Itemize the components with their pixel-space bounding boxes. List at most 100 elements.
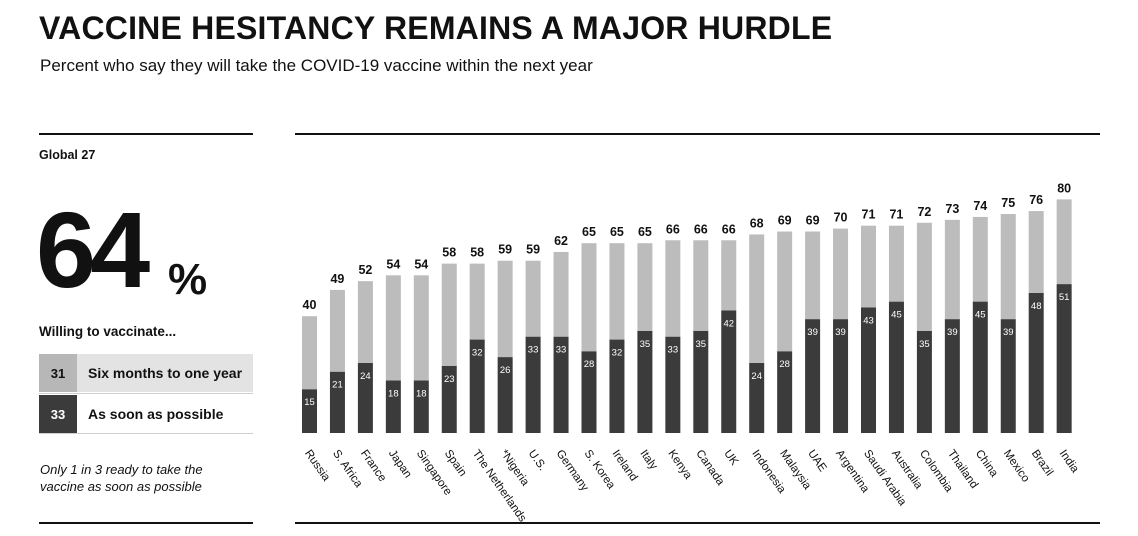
data-label-total-thailand: 73 — [945, 202, 959, 216]
bar-asap-nigeria — [497, 357, 513, 433]
data-label-total-ireland: 65 — [610, 225, 624, 239]
side-panel-bottom-rule — [39, 522, 253, 524]
data-label-total-the-netherlands: 58 — [470, 246, 484, 260]
data-label-asap-france: 24 — [360, 371, 371, 382]
bar-six-months-colombia — [916, 222, 932, 331]
category-label-mexico: Mexico — [1001, 448, 1032, 485]
data-label-asap-australia: 45 — [891, 310, 902, 321]
side-panel-top-rule — [39, 133, 253, 135]
global-percent-value: 64 — [36, 189, 150, 310]
category-label-ireland: Ireland — [609, 448, 639, 484]
data-label-asap-uk: 42 — [723, 318, 734, 329]
chart-title: VACCINE HESITANCY REMAINS A MAJOR HURDLE — [39, 10, 833, 46]
bar-six-months-u-s — [525, 260, 541, 337]
data-label-asap-germany: 33 — [556, 345, 567, 356]
data-label-asap-indonesia: 24 — [751, 371, 762, 382]
data-label-total-mexico: 75 — [1001, 196, 1015, 210]
data-label-asap-singapore: 18 — [416, 388, 427, 399]
bar-six-months-japan — [385, 275, 401, 381]
bar-six-months-china — [972, 216, 988, 302]
data-label-asap-s-korea: 28 — [584, 359, 595, 370]
bar-six-months-indonesia — [749, 234, 765, 363]
data-label-total-saudi-arabia: 71 — [862, 208, 876, 222]
data-label-asap-russia: 15 — [304, 397, 315, 408]
category-label-spain: Spain — [442, 448, 469, 479]
data-label-asap-colombia: 35 — [919, 339, 930, 350]
legend-divider — [39, 393, 253, 394]
bar-asap-russia — [302, 389, 317, 433]
legend-swatch-asap: 33 — [39, 395, 77, 433]
bar-six-months-india — [1056, 199, 1072, 285]
bar-six-months-spain — [441, 263, 457, 366]
bar-asap-mexico — [1000, 319, 1016, 433]
data-label-total-japan: 54 — [386, 257, 400, 271]
legend-label-asap: As soon as possible — [88, 406, 224, 422]
category-label-india: India — [1057, 448, 1081, 476]
bar-asap-thailand — [944, 319, 960, 433]
data-label-asap-s-africa: 21 — [332, 380, 343, 391]
data-label-total-australia: 71 — [889, 208, 903, 222]
category-label-u-s: U.S. — [526, 448, 549, 473]
bar-asap-germany — [553, 336, 569, 433]
legend-label-six-months: Six months to one year — [88, 365, 243, 381]
chart-subtitle: Percent who say they will take the COVID… — [40, 56, 593, 75]
data-label-total-canada: 66 — [694, 222, 708, 236]
bar-asap-singapore — [413, 380, 429, 433]
data-label-asap-italy: 35 — [640, 339, 651, 350]
bar-six-months-thailand — [944, 219, 960, 320]
bar-six-months-singapore — [413, 275, 429, 381]
data-label-asap-kenya: 33 — [668, 345, 679, 356]
data-label-total-france: 52 — [358, 263, 372, 277]
bar-six-months-the-netherlands — [469, 263, 485, 340]
bar-six-months-ireland — [609, 243, 625, 340]
bar-asap-ireland — [609, 339, 625, 433]
bar-asap-kenya — [665, 336, 681, 433]
category-label-the-netherlands: The Netherlands — [470, 448, 529, 525]
bar-asap-australia — [888, 301, 904, 433]
data-label-asap-u-s: 33 — [528, 345, 539, 356]
bar-six-months-brazil — [1028, 211, 1044, 293]
bar-asap-japan — [385, 380, 401, 433]
data-label-asap-spain: 23 — [444, 374, 455, 385]
bar-asap-the-netherlands — [469, 339, 485, 433]
data-label-total-nigeria: 59 — [498, 243, 512, 257]
chart-bottom-rule — [295, 522, 1100, 524]
data-label-total-china: 74 — [973, 199, 987, 213]
bar-asap-brazil — [1028, 292, 1044, 433]
bar-asap-italy — [637, 330, 653, 433]
data-label-total-india: 80 — [1057, 181, 1071, 195]
bar-six-months-australia — [888, 225, 904, 302]
data-label-total-germany: 62 — [554, 234, 568, 248]
bar-asap-s-africa — [329, 371, 345, 433]
data-label-asap-canada: 35 — [696, 339, 707, 350]
data-label-total-singapore: 54 — [414, 257, 428, 271]
data-label-asap-the-netherlands: 32 — [472, 348, 483, 359]
bar-six-months-s-korea — [581, 243, 597, 352]
bar-six-months-uae — [805, 231, 821, 320]
bar-six-months-mexico — [1000, 214, 1016, 320]
data-label-total-kenya: 66 — [666, 222, 680, 236]
data-label-total-u-s: 59 — [526, 243, 540, 257]
bar-asap-s-korea — [581, 351, 597, 433]
willing-label: Willing to vaccinate... — [39, 324, 177, 339]
category-label-russia: Russia — [302, 448, 332, 484]
data-label-total-indonesia: 68 — [750, 216, 764, 230]
category-label-kenya: Kenya — [665, 448, 694, 482]
bar-asap-france — [357, 362, 373, 433]
data-label-total-uae: 69 — [806, 214, 820, 228]
data-label-asap-thailand: 39 — [947, 327, 958, 338]
data-label-total-uk: 66 — [722, 222, 736, 236]
data-label-asap-india: 51 — [1059, 292, 1070, 303]
legend-swatch-six-months: 31 — [39, 354, 77, 392]
bar-asap-canada — [693, 330, 709, 433]
category-label-japan: Japan — [386, 448, 414, 481]
data-label-total-s-africa: 49 — [330, 272, 344, 286]
data-label-asap-nigeria: 26 — [500, 365, 511, 376]
bar-asap-uk — [721, 310, 737, 433]
data-label-asap-mexico: 39 — [1003, 327, 1014, 338]
data-label-total-italy: 65 — [638, 225, 652, 239]
category-label-china: China — [973, 448, 1000, 480]
data-label-total-malaysia: 69 — [778, 214, 792, 228]
global-label: Global 27 — [39, 148, 96, 162]
